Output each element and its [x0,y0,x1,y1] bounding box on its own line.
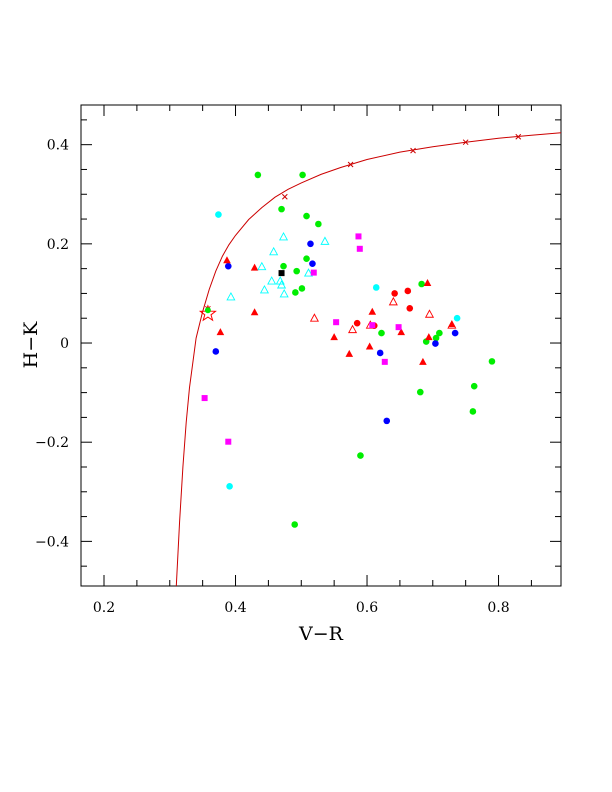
data-point [215,211,222,218]
curve-marker [515,133,522,140]
data-point [278,270,285,277]
data-point [418,280,425,288]
data-point [303,268,314,277]
data-points [198,171,496,528]
data-point [330,333,338,341]
data-point [223,256,231,264]
data-point [267,276,277,285]
data-point [368,307,377,315]
data-point [292,289,299,296]
y-tick-label: 0.4 [47,138,69,154]
data-point [397,328,406,336]
data-point [293,267,300,275]
axis-ticks [81,105,561,586]
data-point [198,304,217,322]
data-point [307,240,314,248]
data-point [355,233,362,240]
data-point [423,279,432,287]
data-point [333,319,340,326]
model-curve [175,132,561,586]
data-point [436,329,443,337]
data-point [424,309,435,318]
data-point [451,329,459,337]
data-point [365,342,374,350]
data-point [345,349,354,357]
data-point [416,388,424,396]
curve-marker [462,139,469,146]
data-point [257,261,267,271]
data-point [432,340,439,347]
data-point [269,246,279,256]
data-point [212,348,220,355]
curve-marker [281,193,288,200]
x-tick-label: 0.4 [224,600,246,616]
y-tick-label: 0 [60,336,69,352]
data-point [453,314,461,322]
data-point [298,285,306,292]
data-point [383,417,391,425]
data-point [315,220,322,228]
data-point [291,521,298,528]
data-point [404,287,412,295]
data-point [303,255,310,263]
x-tick-label: 0.6 [356,600,378,616]
data-point [369,322,376,329]
data-point [320,236,330,245]
y-axis-title: H−K [20,321,42,368]
data-point [309,260,316,267]
data-point [303,212,310,220]
data-point [204,307,211,314]
data-point [488,358,496,365]
data-point [470,382,478,390]
data-point [201,395,208,402]
data-point [395,324,402,331]
x-tick-label: 0.2 [93,600,115,616]
data-point [372,284,380,291]
data-point [357,452,364,459]
data-point [353,319,361,327]
data-point [250,263,259,271]
data-point [278,205,285,213]
plot-frame [80,104,562,587]
data-point [259,285,270,294]
curve-marker [410,147,416,154]
y-tick-label: −0.4 [35,534,69,550]
data-point [406,305,414,312]
data-point [224,262,232,270]
y-tick-label: 0.2 [47,237,69,253]
data-point [356,245,363,252]
y-tick-label: −0.2 [35,435,69,451]
data-point [299,171,306,179]
data-point [309,313,319,322]
data-point [388,296,398,306]
data-point [225,438,232,445]
data-point [226,291,236,301]
data-point [254,171,262,179]
data-point [469,408,477,415]
x-tick-label: 0.8 [487,600,509,616]
data-point [432,334,440,342]
data-point [425,333,433,341]
x-axis-title: V−R [298,623,344,645]
data-point [226,483,233,490]
data-point [447,320,457,329]
data-point [279,288,289,298]
data-point [250,308,259,316]
curve-marker [347,161,354,168]
data-point [391,290,398,297]
data-point [376,349,384,357]
data-point [278,231,289,241]
data-point [381,358,388,365]
data-point [378,329,385,337]
tick-labels: 0.2 0.4 0.6 0.8 −0.4 −0.2 0 0.2 0.4 [35,138,510,616]
data-point [310,269,317,276]
data-point [276,280,287,289]
data-point [419,357,427,365]
data-point [216,328,225,336]
data-point [348,324,358,334]
curve-line [175,132,561,586]
data-point [280,262,287,270]
